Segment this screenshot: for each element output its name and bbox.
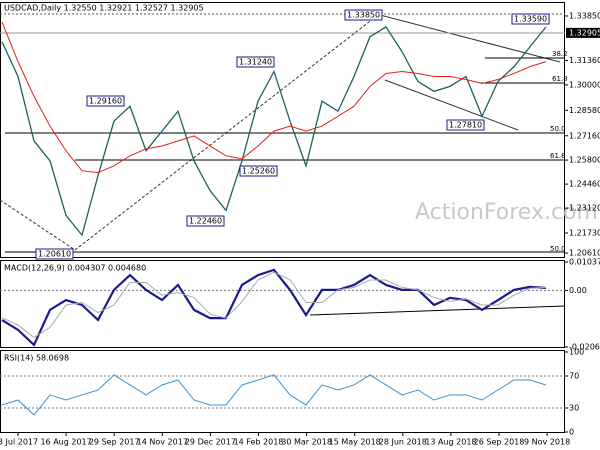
y-tick-label: 1.28580 bbox=[569, 106, 600, 115]
series-line bbox=[1, 26, 547, 237]
y-tick-label: 1.30000 bbox=[569, 80, 600, 89]
trend-lines bbox=[0, 13, 566, 316]
fib-label: 38.2 bbox=[552, 50, 568, 58]
y-tick-label: 1.20610 bbox=[569, 249, 600, 258]
y-tick-label: 70 bbox=[569, 372, 579, 381]
chart-title: USDCAD,Daily 1.32550 1.32921 1.32527 1.3… bbox=[4, 4, 204, 13]
annotation-box bbox=[344, 9, 383, 21]
x-tick-label: 3 Jul 2017 bbox=[0, 438, 38, 447]
annotation-box bbox=[86, 95, 125, 107]
x-tick-label: 14 Feb 2018 bbox=[234, 438, 284, 447]
y-tick-label: 0 bbox=[569, 428, 574, 437]
annotation: 1.27810 bbox=[449, 121, 482, 130]
last-price-box bbox=[566, 27, 600, 38]
annotation-box bbox=[239, 165, 278, 177]
annotation: 1.25260 bbox=[242, 167, 275, 176]
y-tick-label: 1.27160 bbox=[569, 131, 600, 140]
panel-frames bbox=[0, 2, 565, 433]
annotation: 1.22460 bbox=[189, 217, 222, 226]
y-tick-label: 0.010376 bbox=[569, 258, 600, 267]
annotation-box bbox=[236, 56, 275, 68]
x-tick-label: 9 Nov 2018 bbox=[524, 438, 570, 447]
y-tick-label: 1.21730 bbox=[569, 229, 600, 238]
x-tick-label: 13 Aug 2018 bbox=[425, 438, 476, 447]
y-tick-label: 1.25800 bbox=[569, 156, 600, 165]
watermark: ActionForex.com bbox=[415, 200, 598, 225]
x-tick-label: 30 Mar 2018 bbox=[281, 438, 332, 447]
annotation-box bbox=[186, 215, 225, 227]
annotation: 1.33590 bbox=[514, 15, 547, 24]
last-price-label: 1.32905 bbox=[569, 28, 600, 37]
fib-label: 50.0 bbox=[550, 125, 566, 133]
x-tick-label: 26 Sep 2018 bbox=[474, 438, 525, 447]
rsi-title: RSI(14) 58.0698 bbox=[4, 354, 69, 363]
annotation-box bbox=[35, 248, 74, 260]
y-tick-label: 1.24460 bbox=[569, 180, 600, 189]
y-tick-label: 1.23120 bbox=[569, 204, 600, 213]
y-tick-label: 0.00 bbox=[569, 286, 587, 295]
y-tick-label: 1.33850 bbox=[569, 11, 600, 20]
series-line bbox=[1, 271, 547, 339]
fib-label: 61.8 bbox=[552, 75, 568, 83]
y-tick-label: 100 bbox=[569, 348, 584, 357]
y-tick-label: -0.020652 bbox=[569, 343, 600, 352]
x-tick-label: 28 Jun 2018 bbox=[379, 438, 427, 447]
y-tick-label: 30 bbox=[569, 404, 579, 413]
annotation: 1.29160 bbox=[89, 97, 122, 106]
fib-label: 61.8 bbox=[550, 152, 566, 160]
annotation: 1.20610 bbox=[38, 250, 71, 259]
macd-title: MACD(12,26,9) 0.004307 0.004680 bbox=[4, 264, 146, 273]
series-line bbox=[1, 21, 547, 174]
x-tick-label: 29 Dec 2017 bbox=[185, 438, 236, 447]
x-tick-label: 14 Nov 2017 bbox=[137, 438, 188, 447]
x-tick-label: 29 Sep 2017 bbox=[89, 438, 140, 447]
series-line bbox=[1, 268, 547, 347]
annotation: 1.31240 bbox=[239, 58, 272, 67]
x-tick-label: 15 May 2018 bbox=[329, 438, 381, 447]
y-tick-label: 1.31360 bbox=[569, 56, 600, 65]
fib-label: 50.0 bbox=[550, 245, 566, 253]
x-tick-label: 16 Aug 2017 bbox=[40, 438, 91, 447]
annotation-box bbox=[446, 119, 485, 131]
annotation-box bbox=[511, 13, 550, 25]
annotation: 1.33850 bbox=[347, 11, 380, 20]
series-line bbox=[1, 374, 547, 416]
